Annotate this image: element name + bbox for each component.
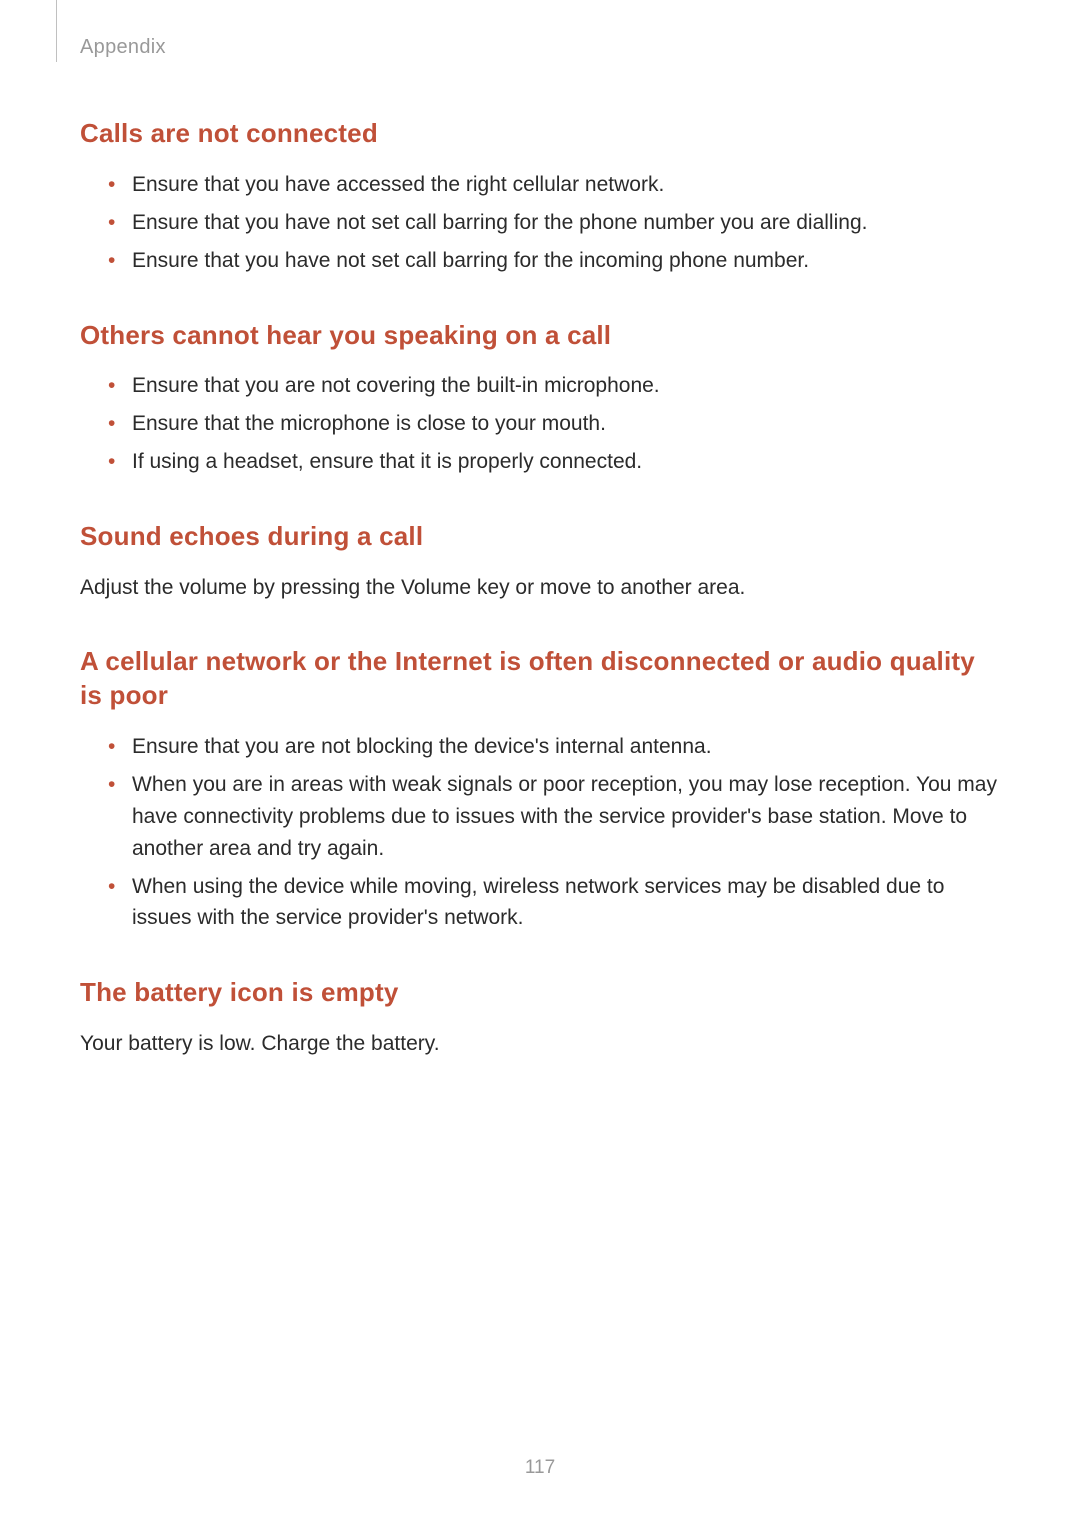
section-battery-empty: The battery icon is empty Your battery i… bbox=[80, 976, 1000, 1059]
list-item: If using a headset, ensure that it is pr… bbox=[108, 446, 1000, 478]
bullet-list: Ensure that you have accessed the right … bbox=[80, 169, 1000, 277]
section-title: Others cannot hear you speaking on a cal… bbox=[80, 319, 1000, 353]
body-text: Your battery is low. Charge the battery. bbox=[80, 1028, 1000, 1060]
list-item: Ensure that you have not set call barrin… bbox=[108, 207, 1000, 239]
section-calls-not-connected: Calls are not connected Ensure that you … bbox=[80, 117, 1000, 277]
list-item: Ensure that you are not blocking the dev… bbox=[108, 731, 1000, 763]
section-title: Calls are not connected bbox=[80, 117, 1000, 151]
body-text: Adjust the volume by pressing the Volume… bbox=[80, 572, 1000, 604]
page-container: Appendix Calls are not connected Ensure … bbox=[0, 0, 1080, 1060]
section-header: Appendix bbox=[80, 36, 1000, 59]
list-item: When you are in areas with weak signals … bbox=[108, 769, 1000, 865]
section-cellular-network: A cellular network or the Internet is of… bbox=[80, 645, 1000, 934]
bullet-list: Ensure that you are not covering the bui… bbox=[80, 370, 1000, 478]
list-item: Ensure that the microphone is close to y… bbox=[108, 408, 1000, 440]
section-title: The battery icon is empty bbox=[80, 976, 1000, 1010]
section-title: A cellular network or the Internet is of… bbox=[80, 645, 1000, 713]
header-area: Appendix bbox=[80, 36, 1000, 59]
header-divider bbox=[56, 0, 57, 62]
list-item: Ensure that you have accessed the right … bbox=[108, 169, 1000, 201]
section-others-cannot-hear: Others cannot hear you speaking on a cal… bbox=[80, 319, 1000, 479]
list-item: Ensure that you are not covering the bui… bbox=[108, 370, 1000, 402]
section-sound-echoes: Sound echoes during a call Adjust the vo… bbox=[80, 520, 1000, 603]
page-number: 117 bbox=[525, 1457, 555, 1479]
bullet-list: Ensure that you are not blocking the dev… bbox=[80, 731, 1000, 934]
list-item: When using the device while moving, wire… bbox=[108, 871, 1000, 935]
section-title: Sound echoes during a call bbox=[80, 520, 1000, 554]
list-item: Ensure that you have not set call barrin… bbox=[108, 245, 1000, 277]
